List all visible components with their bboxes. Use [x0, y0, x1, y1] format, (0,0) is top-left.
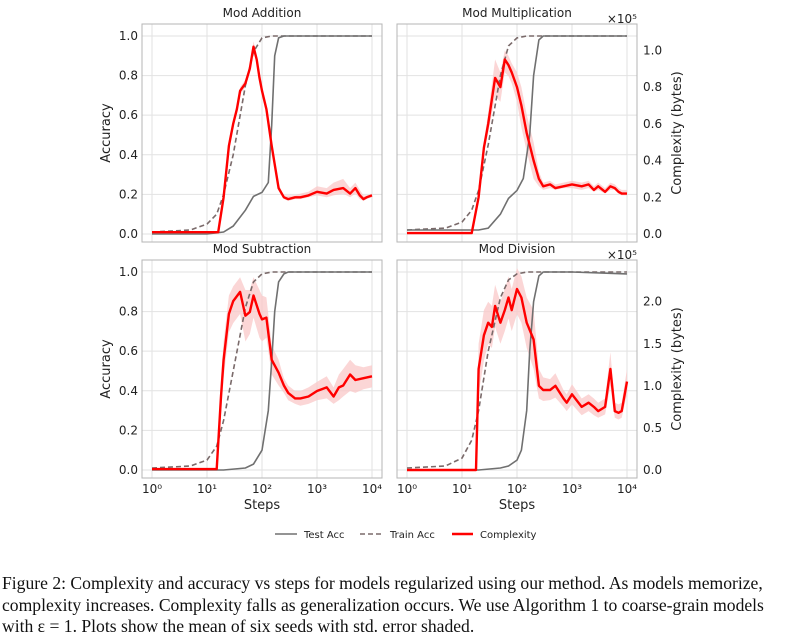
y2-multiplier: ×10⁵: [607, 12, 637, 26]
complexity-line: [152, 290, 373, 471]
train-acc-line: [151, 271, 372, 469]
y2-axis-label: Complexity (bytes): [670, 71, 685, 195]
x-tick-label: 10⁰: [397, 482, 417, 496]
y2-multiplier: ×10⁵: [607, 248, 637, 262]
y-tick-label: 0.0: [119, 227, 138, 241]
x-tick-label: 10²: [507, 482, 527, 496]
panel-title: Mod Subtraction: [213, 242, 312, 256]
panel-title: Mod Multiplication: [462, 6, 572, 20]
legend-complexity-label: Complexity: [480, 530, 537, 541]
x-tick-label: 10⁰: [142, 482, 162, 496]
y-tick-label: 0.2: [119, 423, 138, 437]
test-acc-line: [152, 35, 372, 235]
x-tick-label: 10³: [562, 482, 582, 496]
y2-tick-label: 0.4: [643, 154, 662, 168]
x-tick-label: 10¹: [452, 482, 472, 496]
y-axis-label: Accuracy: [99, 339, 114, 399]
test-acc-line: [407, 35, 627, 231]
chart-panel-2: 0.0 0.2 0.4 0.6 0.8 1.0 ×10⁵ Complexity (bytes)…: [396, 6, 685, 243]
y2-tick-label: 0.0: [643, 227, 662, 241]
y2-tick-label: 1.0: [643, 43, 662, 57]
x-tick-label: 10²: [252, 482, 272, 496]
chart-legend: Test Acc Train Acc Complexity: [275, 530, 537, 541]
figure-caption: Figure 2: Complexity and accuracy vs ste…: [2, 573, 764, 636]
y2-tick-label: 1.5: [643, 337, 662, 351]
complexity-line: [407, 287, 629, 472]
x-tick-label: 10³: [307, 482, 327, 496]
y-tick-label: 0.6: [119, 108, 138, 122]
plot-frame: [396, 259, 638, 479]
y-tick-label: 0.8: [119, 69, 138, 83]
y-tick-label: 1.0: [119, 29, 138, 43]
y-tick-label: 0.8: [119, 305, 138, 319]
x-tick-label: 10⁴: [617, 482, 637, 496]
y2-tick-label: 0.6: [643, 117, 662, 131]
complexity-line: [152, 45, 373, 234]
x-axis-label: Steps: [244, 498, 281, 513]
x-tick-label: 10¹: [197, 482, 217, 496]
chart-panel-1: 0.0 0.2 0.4 0.6 0.8 1.0 Mod Addition Accuracy: [99, 6, 383, 243]
y-tick-label: 0.2: [119, 187, 138, 201]
y2-axis-label: Complexity (bytes): [670, 307, 685, 431]
train-acc-line: [406, 271, 627, 469]
complexity-error-band: [407, 50, 627, 234]
x-axis-label: Steps: [499, 498, 536, 513]
y2-tick-label: 0.0: [643, 463, 662, 477]
panel-title: Mod Division: [479, 242, 556, 256]
y2-tick-label: 0.8: [643, 80, 662, 94]
legend-train-acc-label: Train Acc: [389, 530, 435, 541]
y2-tick-label: 0.5: [643, 421, 662, 435]
y-tick-label: 0.0: [119, 463, 138, 477]
y-tick-label: 1.0: [119, 265, 138, 279]
plot-frame: [141, 259, 383, 479]
chart-panel-4: 10⁰ 10¹ 10² 10³ 10⁴ 0.0 0.5 1.0 1.5 2.0 ×10⁵ Comple…: [396, 242, 685, 513]
y-tick-label: 0.6: [119, 344, 138, 358]
plot-frame: [141, 23, 383, 243]
test-acc-line: [407, 271, 628, 471]
complexity-error-band: [407, 268, 627, 470]
y-tick-label: 0.4: [119, 384, 138, 398]
complexity-line: [407, 58, 627, 235]
y2-tick-label: 0.2: [643, 190, 662, 204]
legend-test-acc-label: Test Acc: [303, 530, 345, 541]
plot-frame: [396, 23, 638, 243]
complexity-error-band: [152, 277, 372, 470]
y-axis-label: Accuracy: [99, 103, 114, 163]
y-tick-label: 0.4: [119, 148, 138, 162]
chart-panel-3: 10⁰ 10¹ 10² 10³ 10⁴ 0.0 0.2 0.4 0.6 0.8 1.0 Mod Sub…: [99, 242, 383, 513]
x-tick-label: 10⁴: [362, 482, 382, 496]
y2-tick-label: 1.0: [643, 379, 662, 393]
test-acc-line: [152, 271, 372, 471]
y2-tick-label: 2.0: [643, 295, 662, 309]
panel-title: Mod Addition: [223, 6, 302, 20]
